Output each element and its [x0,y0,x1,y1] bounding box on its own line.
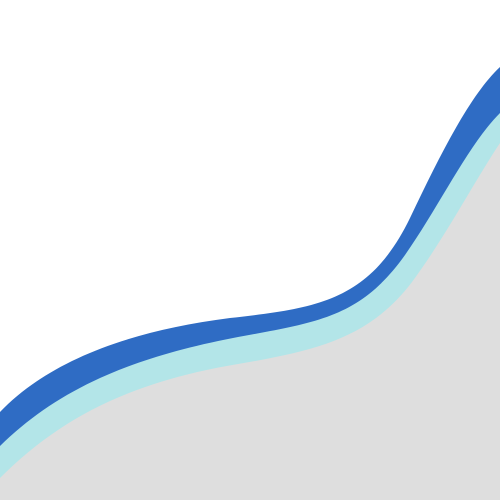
wave-gray-fill [0,143,500,500]
